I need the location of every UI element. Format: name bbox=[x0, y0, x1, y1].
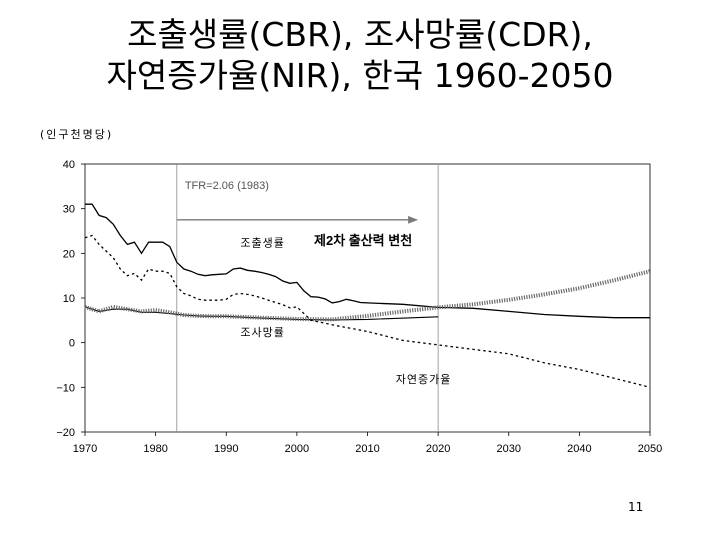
x-tick-label: 2040 bbox=[567, 443, 591, 455]
nir-series-line bbox=[84, 234, 651, 388]
y-tick-label: 10 bbox=[63, 293, 75, 305]
projection-series-line bbox=[84, 269, 651, 322]
y-tick-label: 40 bbox=[63, 159, 75, 171]
slide-title-line-2: 자연증가율(NIR), 한국 1960-2050 bbox=[106, 56, 614, 95]
y-tick-label: 30 bbox=[63, 204, 75, 216]
plot-area bbox=[84, 163, 651, 433]
slide-title-line-1: 조출생률(CBR), 조사망률(CDR), bbox=[127, 15, 593, 54]
y-tick-label: −10 bbox=[56, 382, 75, 394]
transition-label: 제2차 출산력 변천 bbox=[314, 233, 412, 248]
y-tick-label: 0 bbox=[69, 338, 75, 350]
x-tick-label: 2030 bbox=[497, 443, 521, 455]
x-tick-label: 2020 bbox=[426, 443, 450, 455]
unit-label: (인구천명당) bbox=[40, 128, 114, 141]
cbr-series-line bbox=[85, 203, 650, 319]
series-label: 조출생률 bbox=[240, 237, 284, 250]
tfr-annotation: TFR=2.06 (1983) bbox=[185, 180, 269, 192]
series-label: 자연증가율 bbox=[396, 373, 452, 386]
x-tick-label: 1990 bbox=[214, 443, 238, 455]
x-tick-label: 2000 bbox=[285, 443, 309, 455]
series-label: 조사망률 bbox=[240, 326, 284, 339]
x-tick-label: 2010 bbox=[355, 443, 379, 455]
slide-title: 조출생률(CBR), 조사망률(CDR), 자연증가율(NIR), 한국 196… bbox=[0, 14, 720, 96]
x-tick-label: 1970 bbox=[73, 443, 97, 455]
y-tick-label: −20 bbox=[56, 427, 75, 439]
x-tick-label: 1980 bbox=[143, 443, 167, 455]
page-number: 11 bbox=[628, 500, 644, 514]
y-tick-label: 20 bbox=[63, 248, 75, 260]
x-tick-label: 2050 bbox=[638, 443, 662, 455]
